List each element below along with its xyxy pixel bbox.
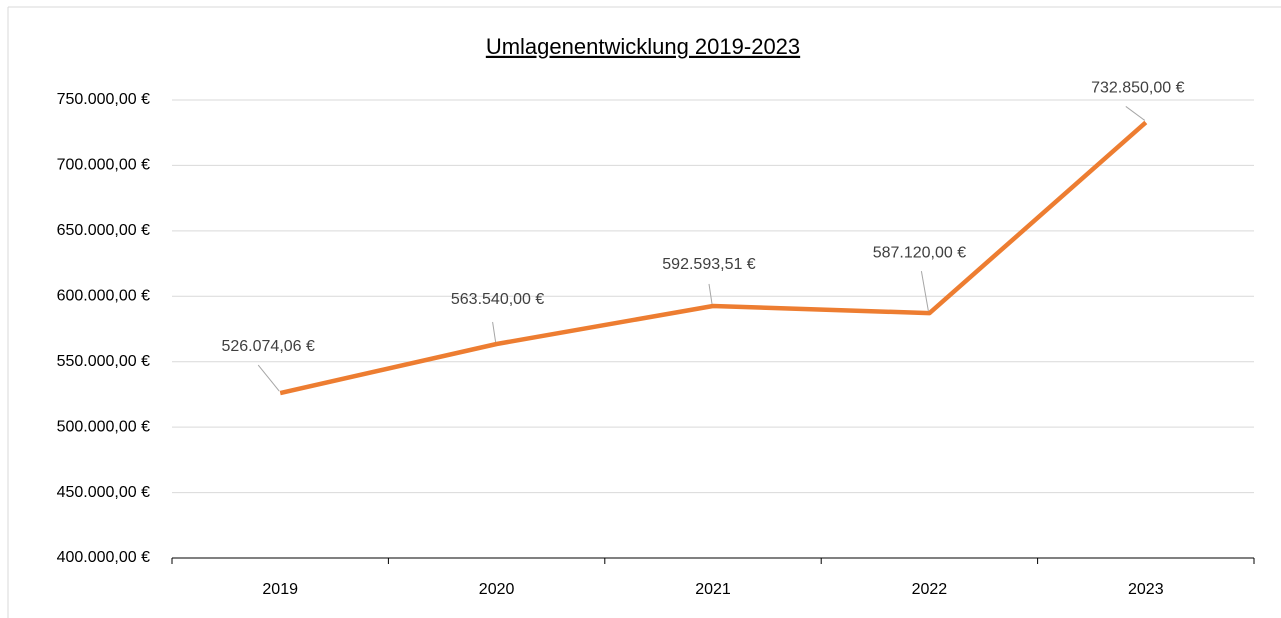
- y-tick-label: 750.000,00 €: [57, 91, 151, 108]
- y-tick-label: 400.000,00 €: [57, 549, 151, 566]
- data-label: 592.593,51 €: [662, 256, 756, 273]
- leader-line: [920, 271, 929, 312]
- leader-line: [1125, 106, 1146, 121]
- x-tick-label: 2020: [479, 581, 515, 598]
- y-tick-label: 600.000,00 €: [57, 288, 151, 305]
- y-tick-label: 650.000,00 €: [57, 222, 151, 239]
- leader-line: [492, 321, 497, 343]
- chart-title: Umlagenentwicklung 2019-2023: [486, 34, 800, 59]
- x-tick-label: 2023: [1128, 581, 1164, 598]
- x-tick-label: 2019: [262, 581, 298, 598]
- y-tick-label: 450.000,00 €: [57, 484, 151, 501]
- data-label: 587.120,00 €: [873, 244, 967, 261]
- x-tick-label: 2022: [912, 581, 948, 598]
- y-tick-label: 500.000,00 €: [57, 418, 151, 435]
- leader-line: [257, 364, 280, 392]
- x-tick-label: 2021: [695, 581, 731, 598]
- y-tick-label: 700.000,00 €: [57, 157, 151, 174]
- line: [279, 120, 1148, 396]
- data-label: 563.540,00 €: [451, 291, 545, 308]
- data-label: 526.074,06 €: [221, 338, 315, 355]
- data-label: 732.850,00 €: [1091, 80, 1185, 97]
- leader-line: [708, 283, 713, 305]
- y-tick-label: 550.000,00 €: [57, 353, 151, 370]
